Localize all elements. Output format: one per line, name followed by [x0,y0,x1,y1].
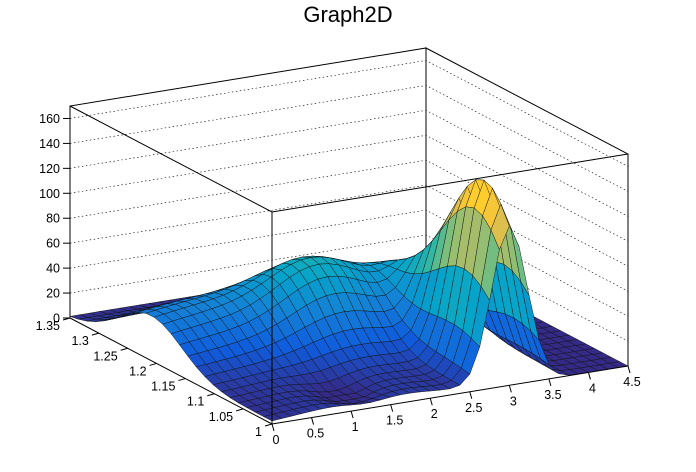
y-tick [236,408,244,412]
x-tick-label: 3 [510,394,517,408]
x-tick [429,398,433,406]
x-tick-label: 0.5 [307,427,324,441]
y-tick-label: 1.05 [209,410,233,424]
x-tick [508,385,512,393]
x-tick-label: 4 [589,381,596,395]
grid-line [69,234,629,342]
x-tick-label: 1 [352,420,359,434]
front-frame [69,105,629,424]
y-tick [120,347,128,351]
x-tick [469,391,473,399]
x-tick-label: 3.5 [544,388,561,402]
y-axis-line [69,317,273,425]
y-tick-label: 1.25 [93,349,117,363]
back-wall-right [425,47,629,366]
grid-line [69,60,629,167]
x-tick [311,417,315,425]
grid-line [69,184,629,292]
x-tick [548,378,552,387]
y-tick [178,378,186,382]
x-tick-label: 4.5 [623,375,640,389]
y-tick-label: 1.15 [151,380,175,394]
x-axis-line [271,365,629,425]
grid-line [69,110,629,217]
z-tick-label: 0 [53,312,60,326]
y-tick [62,317,71,321]
grid-lines [69,60,629,342]
x-tick [271,423,275,432]
z-tick-label: 160 [39,112,60,126]
z-tick-label: 80 [46,212,60,226]
x-tick-label: 1.5 [386,414,403,428]
x-tick-label: 2 [431,407,438,421]
x-tick-label: 2.5 [465,401,482,415]
grid-line [69,85,629,192]
top-front-edges [69,105,629,213]
y-tick [149,362,157,366]
grid-line [69,134,629,242]
z-tick-label: 140 [39,137,60,151]
y-tick [207,393,215,397]
y-tick-label: 1.35 [36,319,60,333]
surface-mesh [69,179,629,422]
z-tick-label: 60 [46,237,60,251]
y-tick-label: 1 [255,425,262,439]
x-tick [587,372,591,380]
z-tick-label: 100 [39,187,60,201]
z-tick-label: 20 [46,287,60,301]
x-tick-label: 0 [273,433,280,447]
y-tick [264,423,273,427]
x-tick [627,365,631,374]
y-tick-label: 1.3 [71,334,88,348]
y-tick-label: 1.2 [129,364,146,378]
z-tick-label: 40 [46,262,60,276]
grid-line [69,159,629,267]
z-tick-label: 120 [39,162,60,176]
chart-title: Graph2D [303,2,393,27]
x-tick [390,404,394,412]
x-tick [350,410,354,419]
y-tick [91,332,99,336]
y-tick-label: 1.1 [187,395,204,409]
grid-line [69,209,629,317]
axes: 02040608010012014016011.051.11.151.21.25… [36,106,641,447]
